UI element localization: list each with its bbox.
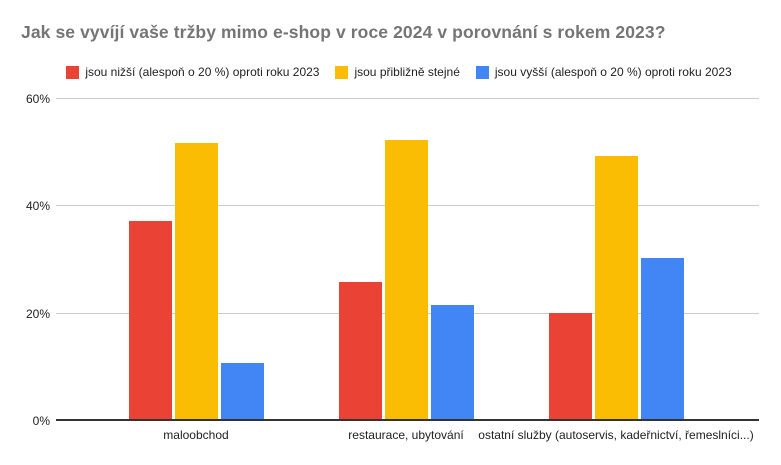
bar[interactable] xyxy=(548,312,592,421)
bar-group-1 xyxy=(91,99,301,421)
chart-legend: jsou nižší (alespoň o 20 %) oproti roku … xyxy=(39,65,759,79)
legend-swatch-blue-icon xyxy=(475,65,489,79)
legend-item-higher[interactable]: jsou vyšší (alespoň o 20 %) oproti roku … xyxy=(475,65,732,79)
x-axis-label-slot: restaurace, ubytování xyxy=(301,428,511,442)
y-axis-tick-label: 20% xyxy=(25,306,50,321)
legend-swatch-yellow-icon xyxy=(335,65,349,79)
x-axis-labels: maloobchod restaurace, ubytování ostatní s… xyxy=(91,428,753,442)
chart-title: Jak se vyvíjí vaše tržby mimo e-shop v r… xyxy=(21,22,666,42)
bar[interactable] xyxy=(384,140,428,421)
x-axis-category-label: maloobchod xyxy=(163,428,229,442)
plot-area xyxy=(56,98,759,421)
legend-swatch-red-icon xyxy=(66,65,80,79)
gridline-60 xyxy=(56,98,759,99)
legend-label-higher: jsou vyšší (alespoň o 20 %) oproti roku … xyxy=(494,65,732,79)
bar[interactable] xyxy=(220,362,264,421)
bar[interactable] xyxy=(594,156,638,421)
bar[interactable] xyxy=(174,143,218,421)
bar[interactable] xyxy=(640,257,684,421)
legend-label-same: jsou přibližně stejné xyxy=(354,65,460,79)
bar-group-3 xyxy=(511,99,721,421)
bar[interactable] xyxy=(128,220,172,421)
bar[interactable] xyxy=(430,304,474,421)
x-axis-category-label: restaurace, ubytování xyxy=(348,428,464,442)
bar-groups xyxy=(91,99,721,421)
legend-item-lower[interactable]: jsou nižší (alespoň o 20 %) oproti roku … xyxy=(66,65,319,79)
y-axis-tick-label: 0% xyxy=(32,414,50,428)
bar-group-2 xyxy=(301,99,511,421)
x-axis-line xyxy=(56,419,759,421)
x-axis-category-label: ostatní služby (autoservis, kadeřnictví,… xyxy=(478,428,754,442)
y-axis-tick-label: 60% xyxy=(25,92,50,106)
x-axis-label-slot: ostatní služby (autoservis, kadeřnictví,… xyxy=(478,428,753,442)
legend-label-lower: jsou nižší (alespoň o 20 %) oproti roku … xyxy=(85,65,320,79)
y-axis-tick-label: 40% xyxy=(25,199,50,214)
bar[interactable] xyxy=(338,282,382,421)
x-axis-label-slot: maloobchod xyxy=(91,428,301,442)
legend-item-same[interactable]: jsou přibližně stejné xyxy=(335,65,460,79)
